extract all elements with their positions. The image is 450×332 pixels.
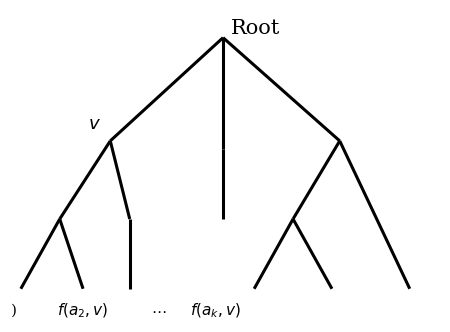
- Text: $f(a_k,v)$: $f(a_k,v)$: [190, 302, 241, 320]
- Text: $f(a_2,v)$: $f(a_2,v)$: [58, 302, 109, 320]
- Text: Root: Root: [231, 19, 280, 38]
- Text: $v$: $v$: [88, 115, 101, 132]
- Text: ): ): [11, 304, 17, 318]
- Text: $\cdots$: $\cdots$: [151, 304, 166, 318]
